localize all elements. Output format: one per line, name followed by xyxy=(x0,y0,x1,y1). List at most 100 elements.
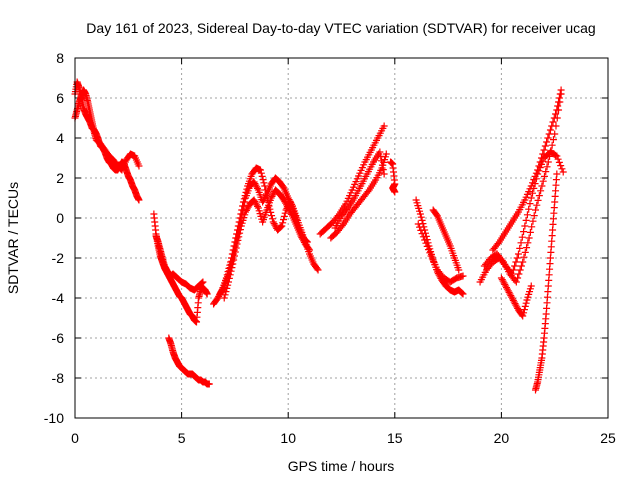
data-point-marker xyxy=(538,182,546,190)
data-point-marker xyxy=(268,192,276,200)
data-point-marker xyxy=(526,200,534,208)
data-point-marker xyxy=(220,294,228,302)
x-tick-label: 20 xyxy=(494,430,510,446)
data-point-marker xyxy=(242,208,250,216)
data-point-marker xyxy=(520,309,528,317)
plot-frame xyxy=(74,57,609,419)
data-point-marker xyxy=(285,206,293,214)
data-point-marker xyxy=(234,236,242,244)
data-point-marker xyxy=(514,274,522,282)
data-point-marker xyxy=(500,279,508,287)
data-point-marker xyxy=(521,222,529,230)
data-point-marker xyxy=(382,150,390,158)
data-point-marker xyxy=(218,287,226,295)
data-point-marker xyxy=(527,182,535,190)
data-point-marker xyxy=(512,258,520,266)
data-point-marker xyxy=(534,196,542,204)
data-point-marker xyxy=(557,162,565,170)
y-tick-label: 2 xyxy=(56,170,64,186)
data-point-marker xyxy=(267,194,275,202)
data-point-marker xyxy=(259,198,267,206)
data-point-marker xyxy=(258,172,266,180)
data-point-marker xyxy=(233,240,241,248)
data-point-marker xyxy=(433,211,441,219)
data-point-marker xyxy=(281,198,289,206)
data-point-marker xyxy=(526,228,534,236)
data-point-marker xyxy=(539,177,547,185)
data-point-marker xyxy=(242,206,250,214)
data-point-marker xyxy=(512,301,520,309)
data-point-marker xyxy=(553,106,561,114)
data-point-marker xyxy=(459,290,467,298)
x-axis-label: GPS time / hours xyxy=(288,458,395,474)
data-point-marker xyxy=(520,228,528,236)
data-point-marker xyxy=(288,210,296,218)
data-point-marker xyxy=(555,158,563,166)
data-point-marker xyxy=(554,155,562,163)
data-point-marker xyxy=(232,244,240,252)
data-point-marker xyxy=(287,209,295,217)
x-tick-label: 0 xyxy=(71,430,79,446)
data-point-marker xyxy=(221,291,229,299)
data-point-marker xyxy=(523,211,531,219)
data-point-marker xyxy=(376,148,384,156)
data-point-marker xyxy=(546,152,554,160)
data-point-marker xyxy=(298,234,306,242)
data-point-marker xyxy=(527,194,535,202)
data-point-marker xyxy=(530,176,538,184)
data-point-marker xyxy=(503,284,511,292)
data-point-marker xyxy=(278,222,286,230)
y-tick-label: 0 xyxy=(56,210,64,226)
data-point-marker xyxy=(377,152,385,160)
data-point-marker xyxy=(260,195,268,203)
data-point-marker xyxy=(506,290,514,298)
y-axis-label: SDTVAR / TECUs xyxy=(5,182,21,294)
data-point-marker xyxy=(423,242,431,250)
data-point-marker xyxy=(513,303,521,311)
data-point-marker xyxy=(236,226,244,234)
y-tick-label: 4 xyxy=(56,130,64,146)
data-point-marker xyxy=(251,198,259,206)
data-point-marker xyxy=(417,226,425,234)
data-point-marker xyxy=(198,279,206,287)
data-point-marker xyxy=(552,151,560,159)
data-point-marker xyxy=(256,166,264,174)
data-point-marker xyxy=(535,192,543,200)
y-tick-label: 6 xyxy=(56,90,64,106)
data-point-marker xyxy=(417,213,425,221)
data-point-marker xyxy=(544,134,552,142)
data-point-marker xyxy=(250,196,258,204)
data-point-marker xyxy=(364,188,372,196)
data-point-marker xyxy=(269,191,277,199)
data-point-marker xyxy=(508,293,516,301)
y-tick-label: -4 xyxy=(52,290,65,306)
data-point-marker xyxy=(235,233,243,241)
data-point-marker xyxy=(257,169,265,177)
data-point-marker xyxy=(279,183,287,191)
tick-labels: -10 -8 -6 -4 -2 0 2 4 6 8 0 5 10 15 20 25 xyxy=(44,50,616,446)
data-point-marker xyxy=(556,90,564,98)
data-point-marker xyxy=(244,203,252,211)
data-point-marker xyxy=(527,282,535,290)
data-point-marker xyxy=(522,299,530,307)
data-point-marker xyxy=(516,266,524,274)
data-point-marker xyxy=(525,205,533,213)
data-point-marker xyxy=(529,179,537,187)
data-point-marker xyxy=(519,312,527,320)
data-point-marker xyxy=(414,220,422,228)
data-point-marker xyxy=(253,184,261,192)
data-point-marker xyxy=(542,168,550,176)
data-point-marker xyxy=(418,230,426,238)
data-point-marker xyxy=(252,199,260,207)
data-point-marker xyxy=(260,179,268,187)
y-tick-label: -10 xyxy=(44,410,64,426)
data-point-marker xyxy=(457,288,465,296)
data-point-marker xyxy=(525,234,533,242)
data-point-marker xyxy=(226,271,234,279)
data-point-marker xyxy=(421,236,429,244)
data-point-marker xyxy=(230,252,238,260)
data-point-marker xyxy=(537,154,545,162)
data-point-marker xyxy=(253,183,261,191)
data-points xyxy=(71,78,567,394)
data-point-marker xyxy=(135,196,143,204)
